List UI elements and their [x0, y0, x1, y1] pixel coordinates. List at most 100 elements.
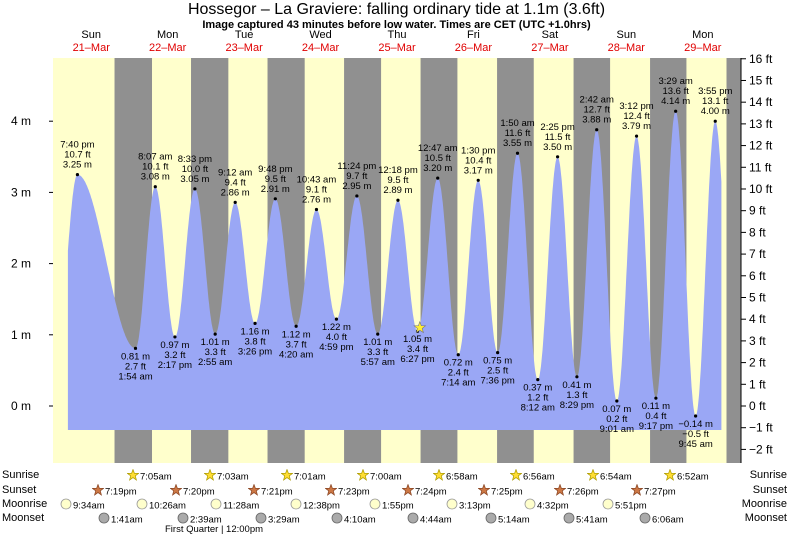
low-label: 3.3 ft: [367, 347, 388, 358]
moon-icon: [98, 512, 110, 528]
day-labels: Sun21–MarMon22–MarTue23–MarWed24–MarThu2…: [73, 29, 722, 54]
high-label: 2.86 m: [221, 187, 250, 198]
right-tick-label: 9 ft: [749, 204, 766, 218]
low-label: 0.2 ft: [606, 414, 627, 425]
high-label: 9.5 ft: [387, 175, 408, 186]
event-time: 6:06am: [652, 514, 684, 526]
moonrise-row-label-right: Moonrise: [741, 498, 787, 510]
day-date: 24–Mar: [302, 42, 340, 54]
day-name: Tue: [235, 29, 254, 41]
moonset-row-label: Moonset: [2, 512, 45, 524]
sun-icon: [203, 468, 217, 485]
low-label: 9:17 pm: [639, 421, 673, 432]
left-tick-label: 1 m: [11, 328, 31, 342]
high-label: 3.55 m: [503, 138, 532, 149]
sun-icon: [126, 468, 140, 485]
high-label: 12.7 ft: [584, 105, 611, 116]
extreme-dot: [133, 346, 138, 350]
moon-icon: [177, 512, 189, 528]
sun-icon: [509, 468, 523, 485]
extreme-dot: [456, 353, 460, 357]
extreme-dot: [173, 335, 177, 339]
high-label: 3.88 m: [582, 115, 611, 126]
event-time: 6:58am: [446, 471, 478, 483]
moonset-item: 1:41am: [98, 512, 143, 528]
extreme-dot: [294, 324, 298, 328]
low-label: 0.41 m: [562, 380, 591, 391]
moon-icon: [407, 512, 419, 528]
event-time: 5:14am: [498, 514, 530, 526]
high-label: 9.4 ft: [225, 177, 246, 188]
event-time: 7:20pm: [183, 486, 215, 498]
moonset-row-label-right: Moonset: [744, 512, 787, 524]
day-name: Thu: [388, 29, 407, 41]
sunrise-item: 6:54am: [586, 468, 632, 485]
day-date: 28–Mar: [608, 42, 646, 54]
night-band: [726, 58, 741, 463]
extreme-dot: [273, 197, 277, 201]
low-label: 0.75 m: [483, 356, 512, 367]
moonrise-item: 1:55pm: [369, 498, 414, 514]
sun-icon: [324, 483, 338, 500]
moon-icon: [639, 512, 651, 528]
high-label: 10.7 ft: [64, 150, 91, 161]
moonrise-item: 5:51pm: [602, 498, 647, 514]
moon-icon: [136, 498, 148, 514]
low-label: 1.05 m: [403, 334, 432, 345]
extreme-dot: [536, 378, 540, 382]
event-time: 6:52am: [677, 471, 709, 483]
extreme-dot: [496, 351, 500, 355]
high-label: 7:40 pm: [60, 140, 94, 151]
event-time: 7:23pm: [338, 486, 370, 498]
high-label: 3.20 m: [423, 163, 452, 174]
day-date: 22–Mar: [149, 42, 187, 54]
moon-icon: [290, 498, 302, 514]
event-time: 11:28am: [223, 500, 260, 512]
right-tick-label: 5 ft: [749, 290, 766, 304]
low-label: 8:29 pm: [560, 400, 594, 411]
low-label: 1.01 m: [201, 337, 230, 348]
tide-curve: [67, 111, 722, 430]
low-label: −0.14 m: [678, 419, 713, 430]
low-label: 1:54 am: [118, 371, 152, 382]
low-label: 6:27 pm: [400, 354, 434, 365]
chart-subtitle: Image captured 43 minutes before low wat…: [202, 19, 591, 31]
sunset-item: 7:24pm: [401, 483, 447, 500]
high-label: 4.14 m: [661, 96, 690, 107]
sunset-row-label-right: Sunset: [752, 484, 787, 496]
right-tick-label: 10 ft: [749, 182, 773, 196]
high-label: 12:47 am: [418, 143, 458, 154]
low-label: 0.07 m: [602, 404, 631, 415]
low-label: 3.3 ft: [205, 347, 226, 358]
high-label: 2:25 pm: [540, 122, 574, 133]
high-label: 9.1 ft: [306, 184, 327, 195]
low-label: 1.3 ft: [566, 390, 587, 401]
moonrise-item: 4:32pm: [524, 498, 569, 514]
event-time: 7:03am: [217, 471, 249, 483]
high-label: 11.6 ft: [505, 128, 531, 139]
sun-icon: [169, 483, 183, 500]
extreme-dot: [213, 332, 217, 336]
sunrise-item: 7:01am: [280, 468, 326, 485]
extreme-dot: [355, 194, 359, 198]
high-label: 1:30 pm: [461, 145, 495, 156]
extreme-dot: [153, 185, 157, 189]
sunset-item: 7:27pm: [630, 483, 676, 500]
sunset-item: 7:21pm: [247, 483, 293, 500]
sunset-item: 7:26pm: [553, 483, 599, 500]
high-label: 10:43 am: [297, 174, 337, 185]
left-tick-label: 2 m: [11, 257, 31, 271]
event-time: 3:13pm: [459, 500, 491, 512]
day-date: 29–Mar: [684, 42, 722, 54]
right-tick-label: 15 ft: [749, 73, 773, 87]
day-name: Sun: [81, 29, 101, 41]
axes: 0 m 1 m 2 m 3 m 4 m −2 ft −1 ft 0 ft 1 ft 2 ft 3 f…: [11, 52, 773, 463]
moonset-item: 5:14am: [485, 512, 530, 528]
high-label: 10.4 ft: [465, 155, 492, 166]
low-label: 5:57 am: [361, 357, 395, 368]
high-label: 9.5 ft: [265, 174, 286, 185]
moon-icon: [563, 512, 575, 528]
low-label: 9:01 am: [600, 424, 634, 435]
